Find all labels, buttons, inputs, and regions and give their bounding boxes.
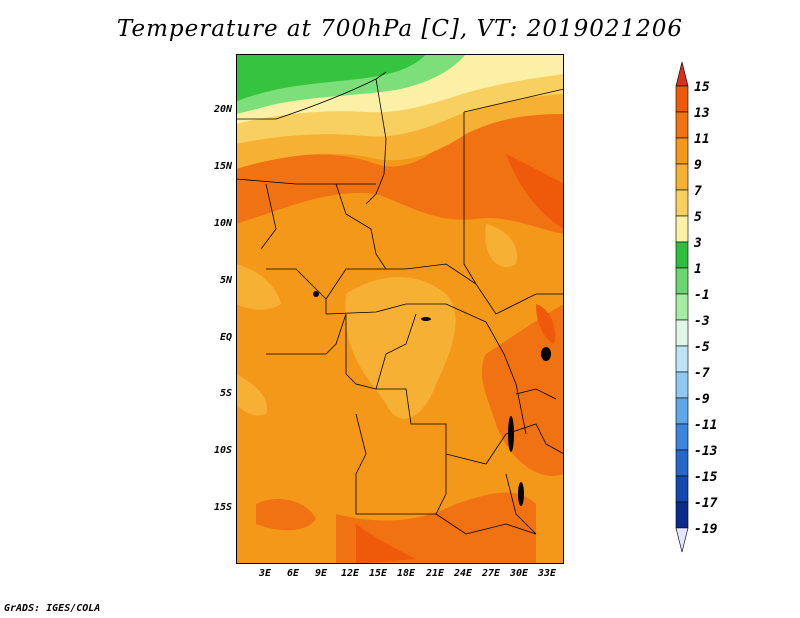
- lon-label-12e: 12E: [340, 568, 360, 579]
- lon-label-9e: 9E: [314, 568, 328, 579]
- lat-label-20n: 20N: [213, 104, 232, 115]
- colorbar-label-neg9: -9: [694, 392, 710, 407]
- colorbar-box: [675, 137, 689, 165]
- lat-label-10n: 10N: [213, 218, 232, 229]
- colorbar-box: [675, 215, 689, 243]
- colorbar-bottom-triangle: [675, 527, 689, 553]
- lat-label-15s: 15S: [213, 502, 232, 513]
- temperature-map: [236, 54, 564, 564]
- colorbar-label-3: 3: [694, 236, 702, 251]
- lon-label-27e: 27E: [481, 568, 501, 579]
- colorbar-box: [675, 163, 689, 191]
- colorbar-top-triangle: [675, 61, 689, 87]
- colorbar-label-9: 9: [694, 158, 702, 173]
- colorbar-label-neg11: -11: [694, 418, 718, 433]
- map-title: Temperature at 700hPa [C], VT: 201902120…: [116, 16, 684, 42]
- lat-label-5s: 5S: [219, 388, 232, 399]
- lon-label-3e: 3E: [258, 568, 272, 579]
- colorbar-label-neg1: -1: [694, 288, 710, 303]
- lon-label-33e: 33E: [537, 568, 557, 579]
- map-frame: [236, 54, 564, 564]
- country-borders: [236, 71, 564, 535]
- light-orange-region-south: [236, 374, 267, 416]
- colorbar-box: [675, 449, 689, 477]
- dark-orange-region-southwest: [256, 499, 316, 531]
- colorbar-label-5: 5: [694, 210, 702, 225]
- colorbar-box: [675, 241, 689, 269]
- lat-label-15n: 15N: [213, 161, 232, 172]
- colorbar-label-11: 11: [694, 132, 710, 147]
- colorbar-box: [675, 423, 689, 451]
- red-orange-patch-northeast: [506, 154, 564, 229]
- colorbar-label-neg7: -7: [694, 366, 710, 381]
- colorbar-box: [675, 85, 689, 113]
- colorbar-label-13: 13: [694, 106, 710, 121]
- colorbar-box: [675, 319, 689, 347]
- colorbar-box: [675, 501, 689, 529]
- light-orange-region-east: [485, 224, 517, 268]
- lon-label-24e: 24E: [453, 568, 473, 579]
- colorbar-box: [675, 267, 689, 295]
- colorbar-box: [675, 397, 689, 425]
- colorbar-box: [675, 475, 689, 503]
- light-orange-region-west: [236, 264, 281, 310]
- colorbar-label-neg5: -5: [694, 340, 710, 355]
- dark-orange-region-southeast: [481, 304, 564, 476]
- credit-label: GrADS: IGES/COLA: [4, 603, 101, 614]
- lat-label-eq: EQ: [219, 332, 232, 343]
- lat-label-5n: 5N: [219, 275, 232, 286]
- dark-green-region-north: [236, 54, 426, 102]
- colorbar-box: [675, 345, 689, 373]
- colorbar-boxes: [675, 61, 689, 553]
- colorbar-box: [675, 371, 689, 399]
- colorbar-label-neg3: -3: [694, 314, 710, 329]
- lat-label-10s: 10S: [213, 445, 232, 456]
- colorbar-label-neg13: -13: [694, 444, 718, 459]
- dark-orange-band-north: [236, 94, 564, 234]
- red-orange-patch-south: [356, 524, 416, 564]
- lon-label-21e: 21E: [425, 568, 445, 579]
- lon-label-18e: 18E: [396, 568, 416, 579]
- colorbar-box: [675, 293, 689, 321]
- colorbar-label-15: 15: [694, 80, 710, 95]
- colorbar-label-7: 7: [694, 184, 702, 199]
- lon-label-30e: 30E: [509, 568, 529, 579]
- colorbar-box: [675, 189, 689, 217]
- colorbar-box: [675, 111, 689, 139]
- lon-label-6e: 6E: [286, 568, 300, 579]
- colorbar: [675, 61, 689, 553]
- lon-label-15e: 15E: [368, 568, 388, 579]
- colorbar-label-1: 1: [694, 262, 702, 277]
- colorbar-label-neg19: -19: [694, 522, 718, 537]
- red-orange-patch-east: [536, 304, 556, 344]
- colorbar-label-neg17: -17: [694, 496, 718, 511]
- colorbar-label-neg15: -15: [694, 470, 718, 485]
- lakes: [313, 291, 551, 506]
